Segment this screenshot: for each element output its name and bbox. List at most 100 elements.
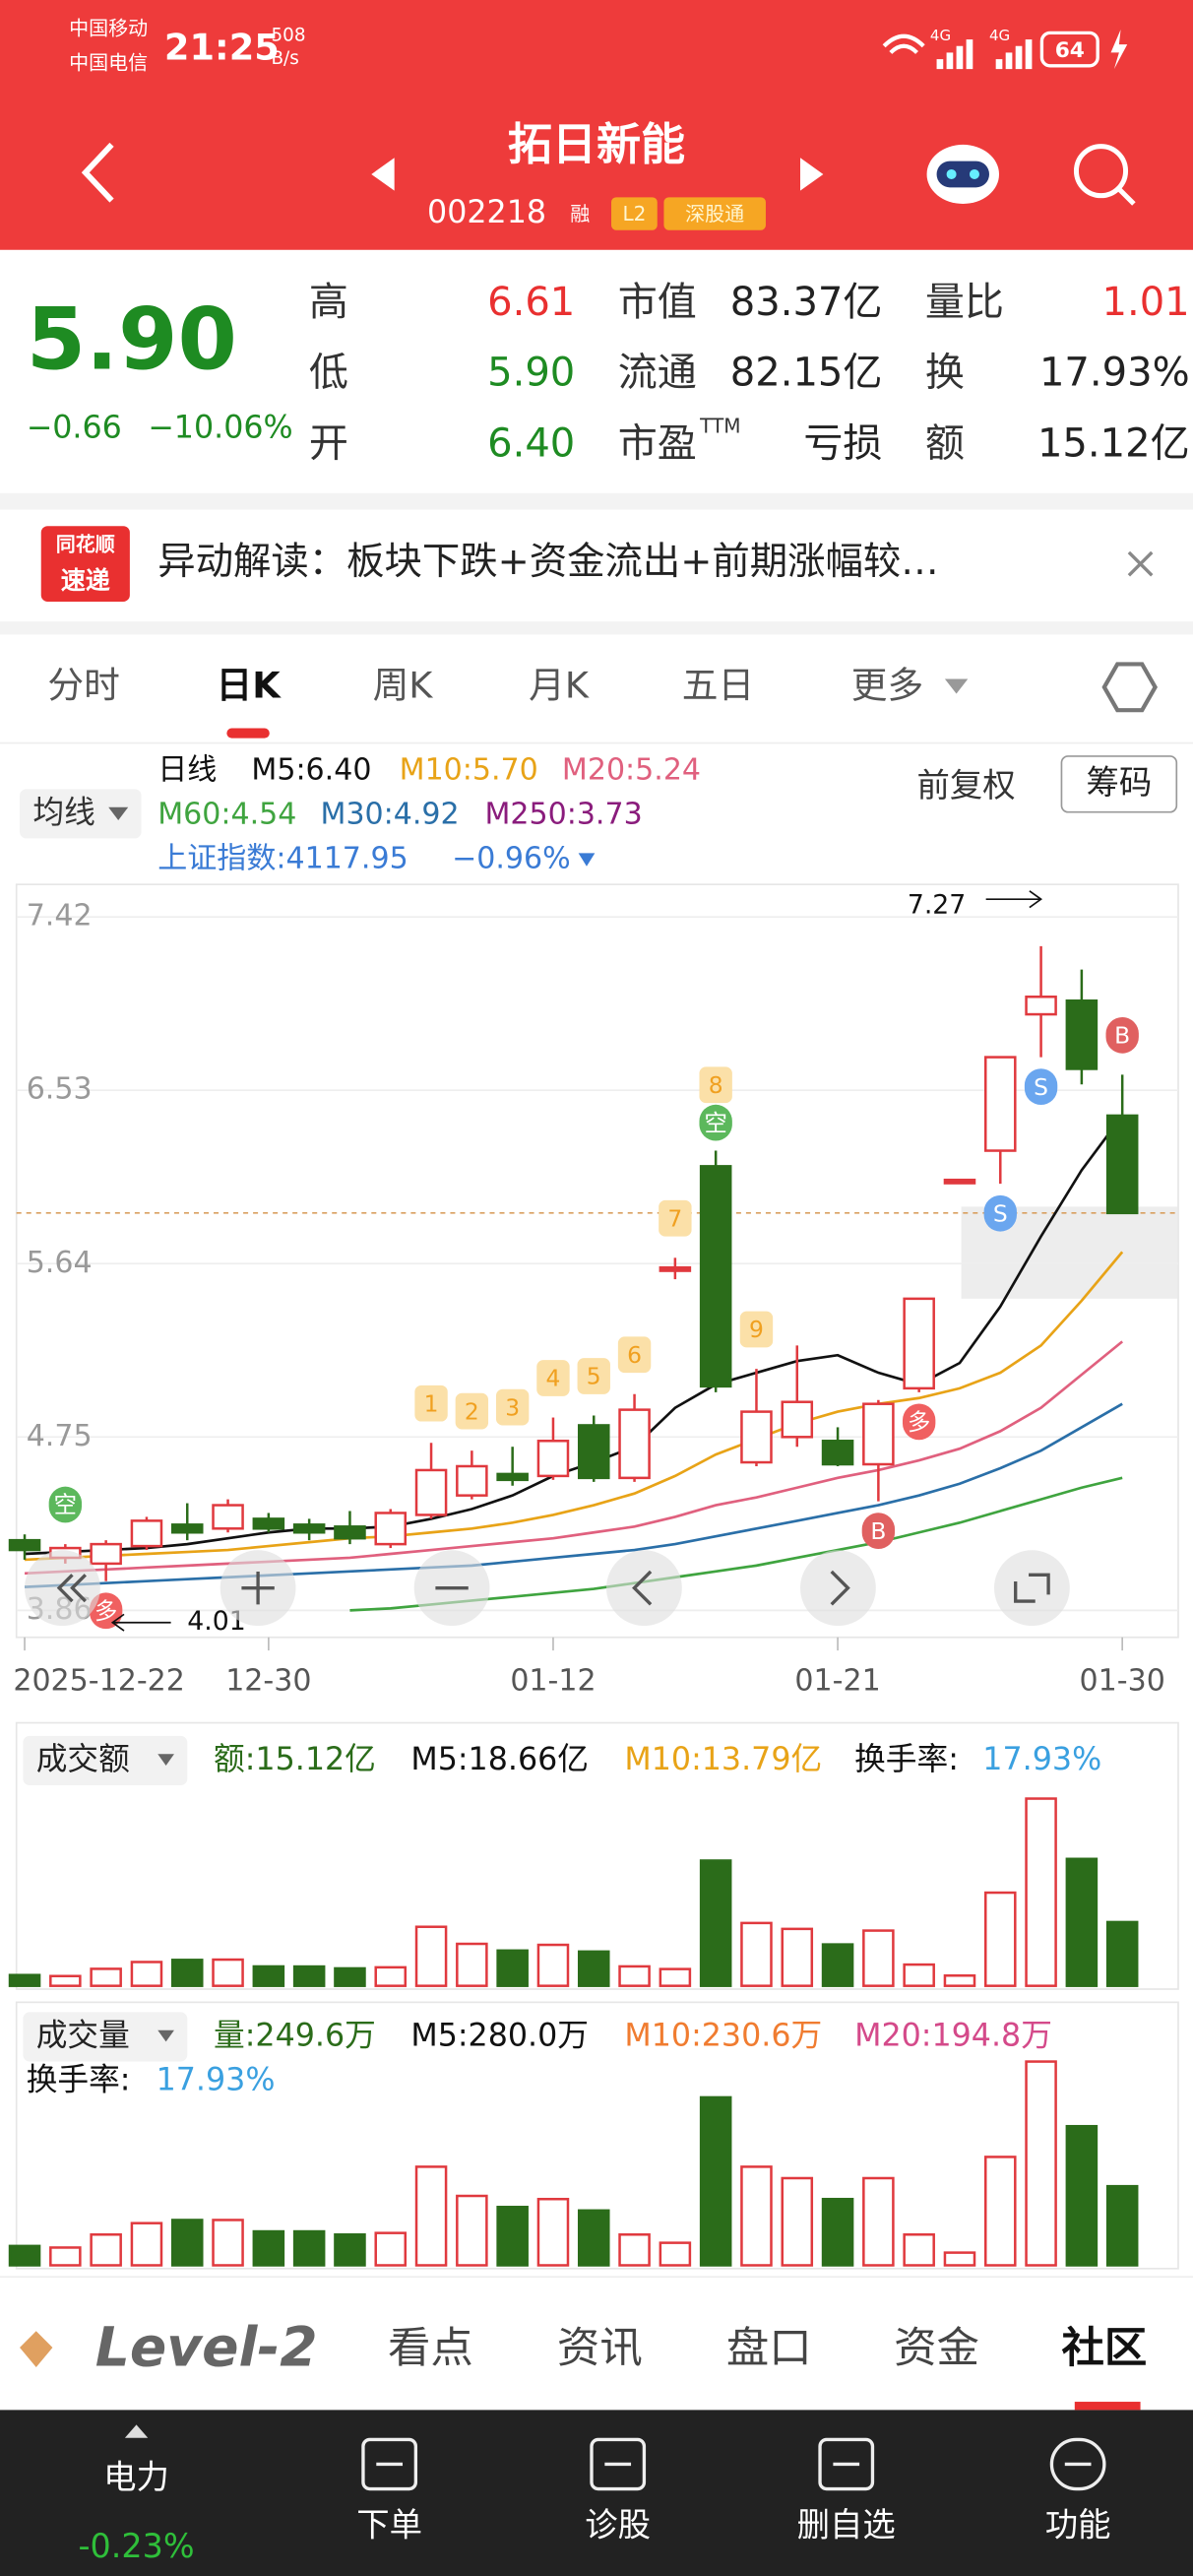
volume-bar: [292, 1964, 326, 1987]
chart-control-icon: [56, 1574, 87, 1603]
network: 4G: [930, 27, 951, 44]
sector-name[interactable]: 电力: [103, 2458, 169, 2496]
panel-label: 量:249.6万: [214, 2018, 376, 2053]
panel-button[interactable]: [23, 2012, 188, 2062]
charging-icon: [1110, 30, 1128, 70]
toolbar-icon[interactable]: [818, 2437, 875, 2491]
toolbar-label[interactable]: 删自选: [797, 2505, 896, 2544]
candle-body: [536, 1440, 570, 1478]
battery: [1039, 31, 1099, 68]
carrier: 中国移动: [69, 17, 148, 40]
signal-badge: [536, 1360, 570, 1396]
chart-control[interactable]: [25, 1550, 100, 1627]
candle-body: [740, 1410, 773, 1464]
level2-tab[interactable]: 资金: [894, 2324, 979, 2373]
volume-bar: [618, 1964, 651, 1987]
signal-label: 2: [465, 1397, 479, 1425]
toolbar-icon[interactable]: [590, 2437, 647, 2491]
period-tab[interactable]: 月K: [529, 664, 590, 706]
chart-control[interactable]: [606, 1550, 682, 1627]
search-icon[interactable]: [1073, 144, 1136, 206]
back-button[interactable]: [81, 142, 114, 203]
chart-control-icon: [632, 1570, 653, 1606]
news-text[interactable]: 异动解读：板块下跌+资金流出+前期涨幅较…: [157, 540, 938, 584]
volume-bar: [8, 1973, 41, 1987]
volume-bar: [1065, 1857, 1099, 1987]
signal-badge: [1024, 1068, 1058, 1106]
candle-body: [212, 1504, 244, 1530]
volume-bar: [1025, 1797, 1057, 1987]
toolbar-icon[interactable]: [1049, 2437, 1106, 2491]
quote-label: 额: [925, 420, 965, 466]
dropdown-icon: [578, 853, 596, 867]
level2-tab[interactable]: 社区: [1061, 2324, 1147, 2373]
candle-body: [456, 1464, 488, 1497]
candle-body: [170, 1523, 204, 1534]
quote-value: 5.90: [487, 351, 575, 396]
signal-badge: [699, 1066, 732, 1104]
volume-bar: [984, 2156, 1017, 2267]
quote-label: 开: [309, 420, 348, 466]
signal-label: 3: [505, 1393, 520, 1421]
toolbar-icon[interactable]: [361, 2437, 418, 2491]
candle-body: [292, 1523, 326, 1534]
volume-bar: [374, 1965, 408, 1987]
volume-bar: [212, 1958, 244, 1987]
level2-brand: Level-2: [95, 2315, 318, 2378]
candle-body: [577, 1424, 610, 1480]
period-tab[interactable]: 日K: [216, 664, 282, 706]
period-tab[interactable]: 五日: [682, 664, 754, 706]
volume-bar: [374, 2231, 408, 2267]
volume-bar: [821, 2197, 854, 2267]
assistant-icon[interactable]: [926, 144, 1000, 205]
panel-button[interactable]: [23, 1735, 188, 1786]
period-tab[interactable]: 更多: [851, 664, 923, 706]
panel-label: M5:18.66亿: [410, 1742, 589, 1777]
toolbar-label[interactable]: 诊股: [585, 2505, 651, 2544]
volume-bar: [334, 1966, 366, 1987]
header-bg: [0, 0, 1193, 250]
candle-body: [781, 1400, 814, 1439]
period-tab[interactable]: 周K: [373, 664, 434, 706]
prev-stock[interactable]: [371, 158, 395, 191]
signal-label: 空: [54, 1491, 77, 1518]
index-label: 上证指数:4117.95: [157, 842, 408, 876]
period-tab[interactable]: 分时: [47, 664, 119, 706]
carrier: 中国电信: [69, 51, 148, 75]
volume-bar: [659, 2241, 692, 2267]
signal-bar: [966, 39, 973, 70]
toolbar-label[interactable]: 下单: [356, 2505, 422, 2544]
level2-tab[interactable]: 资讯: [557, 2324, 643, 2373]
badge-text: 深股通: [685, 202, 744, 225]
level2-icon: [20, 2331, 53, 2367]
signal-bar: [1005, 52, 1013, 70]
chips-button[interactable]: [1060, 755, 1178, 813]
turnover-label: 换手率:: [27, 2063, 131, 2098]
signal-label: 多: [908, 1408, 930, 1436]
next-stock[interactable]: [800, 158, 824, 191]
level2-tab[interactable]: 看点: [388, 2324, 473, 2373]
chart-control[interactable]: [800, 1550, 876, 1627]
volume-bar: [414, 2165, 448, 2267]
quote-label: 低: [309, 351, 348, 396]
ma-button[interactable]: [20, 789, 142, 839]
chart-control[interactable]: [994, 1550, 1070, 1627]
signal-bar: [1015, 45, 1023, 70]
volume-bar: [456, 2194, 488, 2267]
close-news[interactable]: [1127, 550, 1154, 577]
level2-tab[interactable]: 盘口: [726, 2324, 812, 2373]
volume-bar: [170, 2219, 204, 2267]
volume-bar: [862, 2176, 895, 2267]
volume-bar: [90, 2233, 122, 2267]
adjust-button[interactable]: 前复权: [917, 766, 1016, 805]
quote-label: 高: [309, 280, 348, 325]
quote-value: 亏损: [803, 420, 882, 466]
volume-bar: [699, 1859, 732, 1987]
news-logo-text: 速递: [61, 566, 110, 595]
dropdown-icon: [944, 678, 969, 694]
settings-icon[interactable]: [1101, 662, 1159, 713]
quote-label: 市值: [618, 280, 697, 325]
toolbar-label[interactable]: 功能: [1045, 2505, 1111, 2544]
